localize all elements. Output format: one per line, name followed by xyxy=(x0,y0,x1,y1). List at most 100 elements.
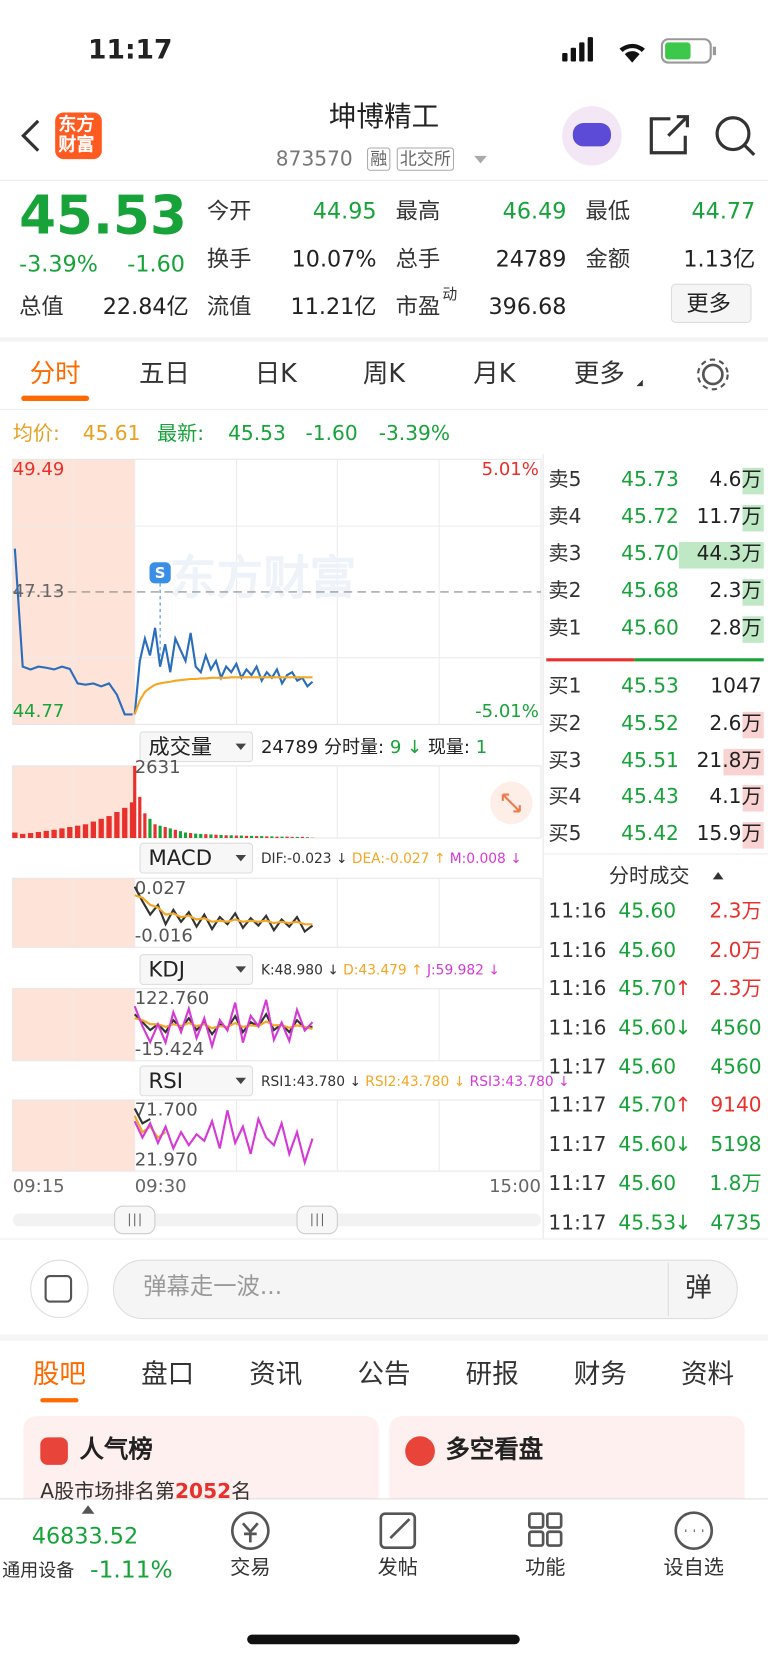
book-label: 买2 xyxy=(548,711,582,736)
book-volume: 2.3万 xyxy=(709,579,762,603)
status-icons xyxy=(562,37,717,64)
section-tab[interactable]: 公告 xyxy=(357,1358,411,1390)
volume-bar xyxy=(51,829,57,839)
trade-time: 11:17 xyxy=(548,1093,607,1117)
comment-placeholder[interactable]: 弹幕走一波... xyxy=(143,1273,283,1301)
y-tick-label: 122.760 xyxy=(135,988,210,1009)
series-line xyxy=(133,627,314,715)
volume-bar xyxy=(153,824,157,839)
section-tab[interactable]: 资料 xyxy=(681,1358,735,1390)
search-icon[interactable] xyxy=(715,116,751,152)
comment-icon-bg[interactable] xyxy=(30,1259,89,1319)
volume-bar xyxy=(300,836,304,839)
y-tick-label: -15.424 xyxy=(135,1039,205,1060)
card-title: 人气榜 xyxy=(79,1436,153,1464)
trade-arrow: ↑ xyxy=(674,976,692,1001)
more-button[interactable]: 更多 xyxy=(686,290,731,317)
series-line xyxy=(133,676,313,715)
nav-item[interactable]: 交易 xyxy=(230,1556,271,1580)
indicator-title: MACD xyxy=(149,846,213,871)
volume-bar xyxy=(194,833,198,839)
latest-label: 最新: xyxy=(156,422,205,446)
card-bg[interactable] xyxy=(389,1416,745,1512)
dropdown-icon[interactable] xyxy=(474,155,487,164)
tab[interactable]: 月K xyxy=(473,358,516,389)
card-title: 多空看盘 xyxy=(445,1436,544,1464)
stat-value: 44.77 xyxy=(691,198,756,224)
trade-time: 11:17 xyxy=(548,1172,607,1196)
series-line xyxy=(133,999,314,1050)
signal-label: S xyxy=(155,564,166,582)
trade-volume: 9140 xyxy=(710,1093,762,1117)
trade-volume: 1.8万 xyxy=(709,1172,762,1196)
book-volume: 2.8万 xyxy=(709,616,762,640)
nav-item[interactable]: 设自选 xyxy=(663,1556,724,1580)
settings-icon[interactable] xyxy=(701,363,724,386)
trade-volume: 4560 xyxy=(710,1016,762,1040)
volume-bar xyxy=(305,837,310,839)
back-icon[interactable] xyxy=(21,119,40,152)
tab-underline xyxy=(21,395,90,401)
stat-label: 总手 xyxy=(395,246,441,272)
stat-value: 24789 xyxy=(495,246,567,272)
stat-value: 10.07% xyxy=(291,246,377,272)
tab[interactable]: 日K xyxy=(254,358,297,389)
nav-item[interactable]: 发帖 xyxy=(377,1556,418,1580)
section-tab[interactable]: 财务 xyxy=(573,1358,627,1390)
book-label: 卖1 xyxy=(548,616,582,640)
danmaku-button[interactable]: 弹 xyxy=(685,1271,712,1303)
book-price: 45.42 xyxy=(621,822,679,846)
trade-arrow: ↑ xyxy=(674,1093,692,1117)
stat-value: 44.95 xyxy=(312,198,377,224)
volume-bar xyxy=(173,829,177,839)
trade-time: 11:16 xyxy=(548,1016,607,1040)
volume-bar xyxy=(260,836,264,839)
volume-bar xyxy=(178,831,183,839)
price: 45.53 xyxy=(19,184,187,247)
volume-bar xyxy=(290,836,294,839)
tab[interactable]: 周K xyxy=(362,358,406,389)
tab[interactable]: 五日 xyxy=(138,358,190,389)
tab[interactable]: 更多 xyxy=(573,358,625,389)
volume-bar xyxy=(20,833,26,839)
latest-change: -1.60 xyxy=(305,422,358,446)
trade-volume: 2.3万 xyxy=(709,976,762,1001)
book-volume: 44.3万 xyxy=(696,542,762,566)
volume-bar xyxy=(106,816,112,839)
book-label: 买5 xyxy=(548,822,582,846)
trade-arrow: ↓ xyxy=(674,1132,692,1157)
trade-price: 45.60 xyxy=(618,1132,677,1157)
card-bg[interactable] xyxy=(23,1416,379,1512)
tab[interactable]: 分时 xyxy=(29,358,81,389)
comment-input[interactable] xyxy=(112,1259,738,1320)
trade-price: 45.60 xyxy=(618,1055,677,1079)
stat-label: 金额 xyxy=(585,246,631,272)
section-tab[interactable]: 盘口 xyxy=(141,1358,195,1390)
index-change: -1.11% xyxy=(90,1557,173,1584)
subtitle-part: A股市场排名第 xyxy=(40,1479,176,1504)
trade-volume: 2.3万 xyxy=(709,899,762,923)
watermark: 东方财富 xyxy=(170,552,357,606)
section-tab[interactable]: 股吧 xyxy=(32,1358,86,1390)
volume-bar xyxy=(82,824,89,839)
book-price: 45.53 xyxy=(621,674,679,698)
trade-price: 45.60 xyxy=(618,899,677,923)
book-label: 买1 xyxy=(548,674,582,698)
section-tab[interactable]: 研报 xyxy=(465,1358,519,1390)
nav-item[interactable]: 功能 xyxy=(525,1556,566,1580)
book-volume: 21.8万 xyxy=(696,748,762,773)
y-tick-label: 2631 xyxy=(135,757,181,778)
avatar-face xyxy=(572,123,612,147)
more-button-bg[interactable] xyxy=(670,283,752,324)
share-icon[interactable] xyxy=(649,115,689,155)
section-tab[interactable]: 资讯 xyxy=(249,1358,303,1390)
volume-bar xyxy=(189,833,193,839)
readout-part: 分时量: xyxy=(324,737,384,758)
indicator-select xyxy=(139,954,253,985)
volume-bar xyxy=(239,835,243,839)
volume-bar xyxy=(59,828,65,839)
book-label: 卖2 xyxy=(548,579,582,603)
stat-value: 22.84亿 xyxy=(102,293,189,320)
latest-pct: -3.39% xyxy=(378,422,450,446)
tag: 北交所 xyxy=(396,147,455,171)
